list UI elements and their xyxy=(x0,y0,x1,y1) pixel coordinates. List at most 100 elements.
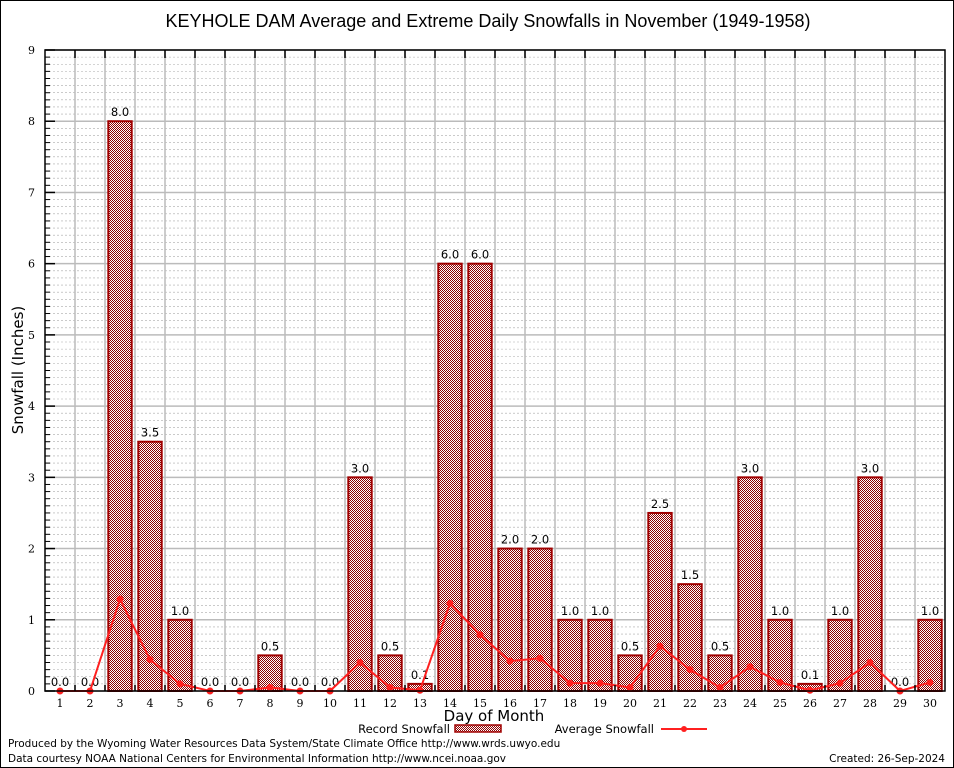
y-axis-label: Snowfall (Inches) xyxy=(9,306,27,434)
x-tick-label: 29 xyxy=(893,697,907,710)
y-tick-label: 8 xyxy=(28,115,35,128)
record-bar xyxy=(347,476,373,693)
average-point xyxy=(596,679,604,687)
bar-value-label: 2.5 xyxy=(651,497,669,511)
average-point xyxy=(746,663,754,671)
bar-value-label: 6.0 xyxy=(441,248,459,262)
y-tick-label: 6 xyxy=(28,258,35,271)
legend: Record Snowfall Average Snowfall xyxy=(358,722,707,736)
x-tick-label: 26 xyxy=(803,697,817,710)
record-bar xyxy=(167,618,193,692)
average-point xyxy=(716,683,724,691)
footer-created: Created: 26-Sep-2024 xyxy=(829,753,945,765)
average-point xyxy=(506,657,514,665)
average-point xyxy=(446,599,454,607)
x-tick-label: 15 xyxy=(473,697,487,710)
x-tick-label: 6 xyxy=(207,697,214,710)
record-bar xyxy=(527,547,553,692)
bar-value-label: 0.0 xyxy=(321,675,339,689)
bar-value-label: 3.0 xyxy=(351,461,369,475)
average-point xyxy=(356,659,364,667)
y-tick-label: 4 xyxy=(28,400,35,413)
footer-produced-by: Produced by the Wyoming Water Resources … xyxy=(8,738,560,750)
record-bar xyxy=(107,120,133,692)
average-polyline xyxy=(60,596,931,693)
average-point xyxy=(656,642,664,650)
bar-value-label: 3.5 xyxy=(141,426,159,440)
chart-title: KEYHOLE DAM Average and Extreme Daily Sn… xyxy=(166,11,811,31)
bar-value-label: 1.0 xyxy=(771,604,789,618)
y-tick-label: 1 xyxy=(28,614,35,627)
x-tick-label: 7 xyxy=(237,697,244,710)
legend-average-label: Average Snowfall xyxy=(555,722,654,736)
record-bar xyxy=(857,476,883,693)
plot-border xyxy=(44,49,946,692)
x-tick-label: 18 xyxy=(563,697,577,710)
bar-value-label: 1.0 xyxy=(171,604,189,618)
x-tick-label: 25 xyxy=(773,697,787,710)
average-point xyxy=(926,678,934,686)
bar-value-label: 1.0 xyxy=(831,604,849,618)
average-point xyxy=(476,631,484,639)
bar-value-label: 0.5 xyxy=(711,639,729,653)
x-axis-label: Day of Month xyxy=(444,707,545,725)
x-tick-label: 11 xyxy=(353,697,367,710)
bar-value-label: 3.0 xyxy=(741,461,759,475)
y-tick-label: 3 xyxy=(28,471,35,484)
bar-value-label: 3.0 xyxy=(861,461,879,475)
bar-value-label: 0.5 xyxy=(621,639,639,653)
x-tick-label: 12 xyxy=(383,697,397,710)
bar-value-label: 2.0 xyxy=(531,533,549,547)
average-point xyxy=(566,679,574,687)
average-point xyxy=(836,679,844,687)
y-tick-label: 0 xyxy=(28,685,35,698)
bars: 0.0 0.0 8.0 3.5 1.0 0.0 0.0 0.5 0.0 0.0 3.0 0.5 0.1 6… xyxy=(51,105,943,693)
y-tick-label: 7 xyxy=(28,186,35,199)
x-tick-label: 13 xyxy=(413,697,427,710)
bar-value-label: 0.0 xyxy=(201,675,219,689)
x-tick-label: 4 xyxy=(147,697,154,710)
x-tick-label: 21 xyxy=(653,697,667,710)
x-tick-label: 24 xyxy=(743,697,757,710)
average-point xyxy=(266,683,274,691)
bar-value-label: 0.5 xyxy=(381,639,399,653)
bar-value-label: 8.0 xyxy=(111,105,129,119)
y-tick-label: 9 xyxy=(28,44,35,57)
bar-value-label: 0.1 xyxy=(801,668,819,682)
x-tick-label: 1 xyxy=(57,697,64,710)
bar-value-label: 0.0 xyxy=(231,675,249,689)
legend-average-marker xyxy=(681,726,687,732)
x-tick-label: 23 xyxy=(713,697,727,710)
grid xyxy=(45,49,945,692)
x-tick-label: 2 xyxy=(87,697,94,710)
record-bar xyxy=(497,547,523,692)
average-point xyxy=(116,595,124,603)
bar-value-label: 1.5 xyxy=(681,568,699,582)
bar-value-label: 6.0 xyxy=(471,248,489,262)
average-point xyxy=(776,678,784,686)
x-tick-label: 16 xyxy=(503,697,517,710)
x-tick-label: 27 xyxy=(833,697,847,710)
x-tick-label: 30 xyxy=(923,697,937,710)
bar-value-label: 1.0 xyxy=(921,604,939,618)
average-point xyxy=(386,683,394,691)
bar-value-label: 0.0 xyxy=(51,675,69,689)
legend-record-label: Record Snowfall xyxy=(358,722,450,736)
x-tick-label: 9 xyxy=(297,697,304,710)
record-bar xyxy=(647,511,673,693)
x-tick-label: 10 xyxy=(323,697,337,710)
average-point xyxy=(866,659,874,667)
bar-value-label: 0.0 xyxy=(81,675,99,689)
legend-record-swatch xyxy=(454,724,502,733)
x-tick-label: 5 xyxy=(177,697,184,710)
x-tick-label: 22 xyxy=(683,697,697,710)
bar-value-label: 1.0 xyxy=(591,604,609,618)
x-tick-label: 14 xyxy=(443,697,457,710)
x-tick-label: 3 xyxy=(117,697,124,710)
bar-value-label: 0.5 xyxy=(261,639,279,653)
y-tick-label: 2 xyxy=(28,543,35,556)
average-line xyxy=(56,595,934,695)
x-tick-label: 20 xyxy=(623,697,637,710)
average-point xyxy=(686,666,694,674)
